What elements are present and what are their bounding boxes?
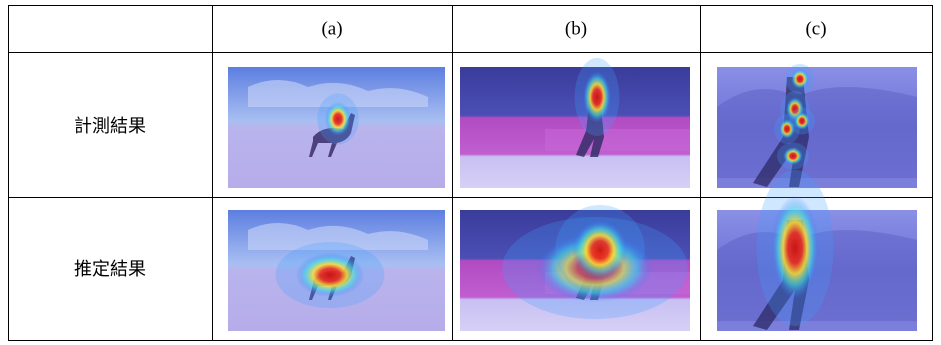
row-label: 計測結果 <box>74 116 146 137</box>
bushes <box>717 87 917 178</box>
attention-blob <box>572 220 628 280</box>
attention-blob <box>783 147 803 165</box>
heatmap-images <box>228 58 917 331</box>
image-background <box>460 67 690 188</box>
attention-blob <box>791 69 809 89</box>
column-header: (a) <box>321 18 342 39</box>
image <box>460 58 690 188</box>
attention-blob <box>583 71 611 123</box>
attention-blob <box>794 112 810 130</box>
attention-blob <box>296 253 364 297</box>
image <box>717 64 917 188</box>
column-header: (c) <box>805 18 826 39</box>
banner <box>545 129 690 151</box>
image <box>228 210 445 331</box>
image <box>460 205 690 331</box>
row-label: 推定結果 <box>74 259 146 280</box>
column-header: (b) <box>565 18 587 39</box>
figure-table: (a) (b) (c) 計測結果 推定結果 <box>0 0 941 345</box>
image <box>228 67 445 188</box>
attention-blob <box>771 196 819 300</box>
attention-blob <box>325 102 351 136</box>
image <box>717 170 917 331</box>
